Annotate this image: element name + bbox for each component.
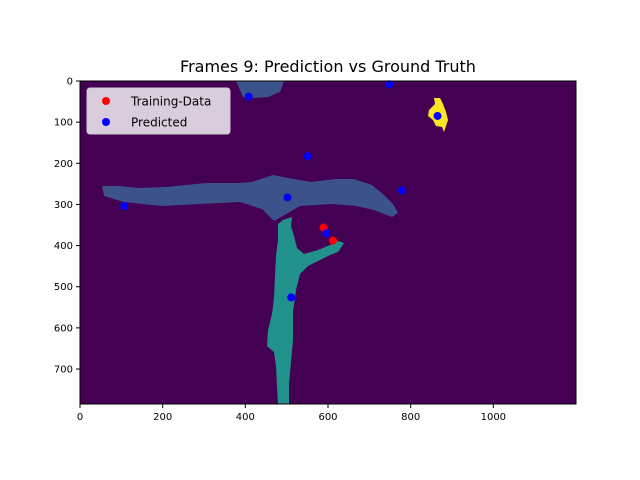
predicted-point-5 (283, 193, 292, 202)
y-tick-label: 200 (54, 159, 73, 170)
predicted-point-1 (244, 92, 253, 101)
mask-background (80, 81, 576, 404)
predicted-point-6 (397, 186, 406, 195)
predicted-point-3 (433, 111, 442, 120)
legend-marker-training-data (102, 97, 110, 105)
points-layer (120, 80, 442, 302)
predicted-point-7 (120, 202, 129, 211)
y-tick-label: 400 (54, 241, 73, 252)
x-tick-label: 800 (401, 412, 420, 423)
x-tick-label: 400 (236, 412, 255, 423)
legend-label-predicted: Predicted (131, 116, 187, 130)
y-tick-label: 0 (67, 77, 73, 88)
predicted-point-4 (303, 152, 312, 161)
x-tick-label: 1000 (481, 412, 506, 423)
x-tick-label: 600 (318, 412, 337, 423)
mask-region-horizontal-arm (102, 175, 398, 221)
y-tick-label: 500 (54, 282, 73, 293)
y-tick-label: 100 (54, 118, 73, 129)
x-tick-label: 0 (77, 412, 83, 423)
legend-marker-predicted (102, 118, 110, 126)
legend-label-training-data: Training-Data (130, 95, 211, 109)
chart-title: Frames 9: Prediction vs Ground Truth (180, 57, 476, 76)
predicted-point-9 (287, 293, 296, 302)
legend-box (86, 87, 231, 135)
training-data-point-2 (328, 236, 337, 245)
predicted-point-8 (322, 229, 331, 238)
plot-area (80, 81, 576, 404)
legend: Training-Data Predicted (86, 87, 231, 135)
predicted-point-2 (385, 80, 394, 89)
x-tick-label: 200 (153, 412, 172, 423)
y-tick-label: 700 (54, 365, 73, 376)
x-axis: 0 200 400 600 800 1000 (77, 404, 506, 423)
y-tick-label: 600 (54, 323, 73, 334)
y-axis: 0 100 200 300 400 500 600 700 (54, 77, 80, 376)
mask-region-vertical-stem (267, 217, 344, 404)
y-tick-label: 300 (54, 200, 73, 211)
